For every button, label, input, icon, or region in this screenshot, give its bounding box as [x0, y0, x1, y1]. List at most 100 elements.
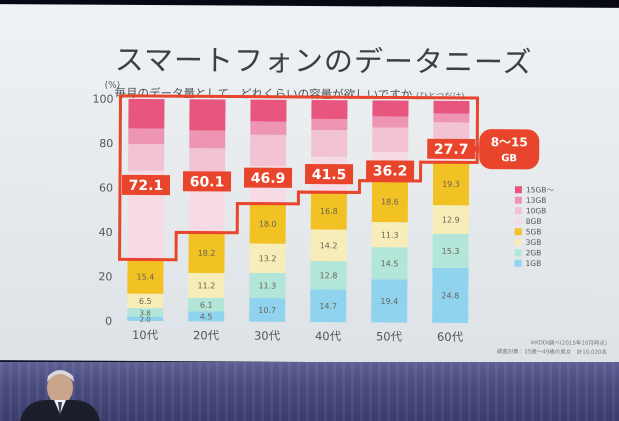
bar-segment: [310, 289, 347, 323]
x-tick-label: 30代: [254, 329, 281, 343]
bar-segment: [372, 127, 409, 153]
data-label: 24.8: [441, 291, 459, 300]
legend-swatch: [514, 196, 522, 204]
bar-segment: [249, 203, 286, 244]
y-tick-label: 0: [105, 315, 112, 328]
callout-box: [366, 160, 415, 181]
bar-segment: [189, 99, 226, 131]
data-label: 19.4: [380, 297, 398, 306]
bar-segment: [188, 181, 226, 233]
data-label: 16.8: [320, 207, 338, 216]
y-axis-unit: (%): [105, 81, 121, 91]
bar-segment: [249, 272, 286, 299]
bar-segment: [311, 100, 348, 120]
bar-segment: [432, 267, 469, 323]
bar-segment: [433, 113, 470, 123]
range-badge-label: 8〜15: [491, 135, 528, 149]
presenter-figure: [20, 370, 100, 421]
y-tick-label: 100: [92, 93, 113, 106]
bar-segment: [371, 247, 408, 280]
data-label: 11.2: [197, 281, 215, 290]
bar-segment: [249, 297, 286, 322]
y-tick-label: 40: [99, 226, 113, 239]
data-label: 3.8: [140, 309, 151, 317]
callout-value: 27.7: [434, 142, 469, 158]
bar-segment: [432, 162, 470, 206]
callout-value: 60.1: [190, 174, 225, 190]
source-note-line2: 調査対象：15歳〜49歳の男女 計10,020名: [497, 347, 607, 356]
data-label: 18.0: [259, 220, 277, 229]
bar-segment: [371, 222, 408, 248]
range-badge-pointer: [469, 145, 480, 154]
legend-swatch: [514, 249, 522, 257]
bar-segment: [250, 121, 287, 135]
bar-segment: [127, 308, 164, 317]
bar-segment: [310, 260, 347, 290]
bar-segment: [249, 243, 286, 274]
legend-swatch: [514, 186, 522, 194]
source-note-line1: ※KDDI調べ(2015年10月時点): [530, 338, 607, 346]
callout-box: [121, 174, 171, 196]
bar-segment: [371, 180, 409, 223]
x-tick-label: 50代: [376, 329, 403, 343]
data-label: 12.9: [442, 215, 460, 224]
data-label: 14.7: [319, 302, 337, 311]
legend-label: 3GB: [526, 238, 542, 247]
bar-segment: [310, 229, 347, 262]
data-label: 11.3: [258, 281, 276, 290]
bar-segment: [432, 205, 469, 234]
callout-value: 36.2: [373, 163, 408, 179]
data-label: 11.3: [381, 231, 399, 240]
callout-box: [427, 138, 476, 160]
bar-segment: [432, 233, 469, 268]
data-label: 14.5: [381, 259, 399, 268]
callout-box: [243, 167, 293, 188]
legend-swatch: [514, 207, 522, 215]
bar-segment: [128, 143, 165, 171]
bar-segment: [311, 129, 348, 157]
callout-value: 46.9: [251, 171, 286, 187]
bar-segment: [371, 279, 408, 323]
stacked-bar-chart: (%) 0 20 40 60 80 100 2.0 4.5 10.7 14.7 19.4 24.8 3.8…: [92, 81, 607, 356]
data-label: 15.4: [136, 273, 154, 282]
y-tick-label: 60: [99, 182, 113, 195]
callout-value: 41.5: [312, 167, 347, 183]
legend-label: 13GB: [526, 196, 547, 205]
bar-segment: [127, 293, 164, 309]
bar-segment: [250, 134, 287, 167]
legend-swatch: [514, 238, 522, 246]
callout-box: [182, 171, 232, 192]
data-label: 13.2: [259, 254, 277, 263]
bar-segment: [433, 100, 470, 114]
legend-label: 2GB: [526, 248, 542, 257]
callout-value: 72.1: [129, 178, 164, 194]
bar-segment: [188, 311, 225, 322]
x-tick-label: 60代: [437, 330, 464, 344]
bar-segment: [188, 272, 225, 298]
legend-label: 1GB: [525, 259, 541, 268]
stage-curtain: [0, 362, 619, 421]
data-label: 19.3: [442, 180, 460, 189]
data-label: 10.7: [258, 306, 276, 315]
data-label: 2.0: [140, 316, 151, 324]
range-badge-unit: GB: [501, 153, 517, 164]
highlight-outline: [118, 94, 480, 262]
x-tick-label: 40代: [315, 329, 342, 343]
data-label: 12.8: [320, 271, 338, 280]
bar-segment: [250, 99, 287, 122]
bar-segment: [128, 128, 165, 145]
legend-swatch: [514, 259, 522, 267]
bar-segment: [310, 192, 347, 230]
data-label: 18.6: [381, 197, 399, 206]
y-tick-label: 80: [99, 137, 113, 150]
legend-swatch: [514, 217, 522, 225]
bar-segment: [311, 118, 348, 131]
bar-segment: [127, 259, 164, 294]
x-tick-label: 20代: [193, 328, 220, 342]
bar-segment: [433, 122, 470, 141]
bar-segment: [128, 98, 165, 129]
data-label: 14.2: [320, 241, 338, 250]
legend-label: 5GB: [526, 227, 542, 236]
bar-segment: [188, 232, 225, 274]
